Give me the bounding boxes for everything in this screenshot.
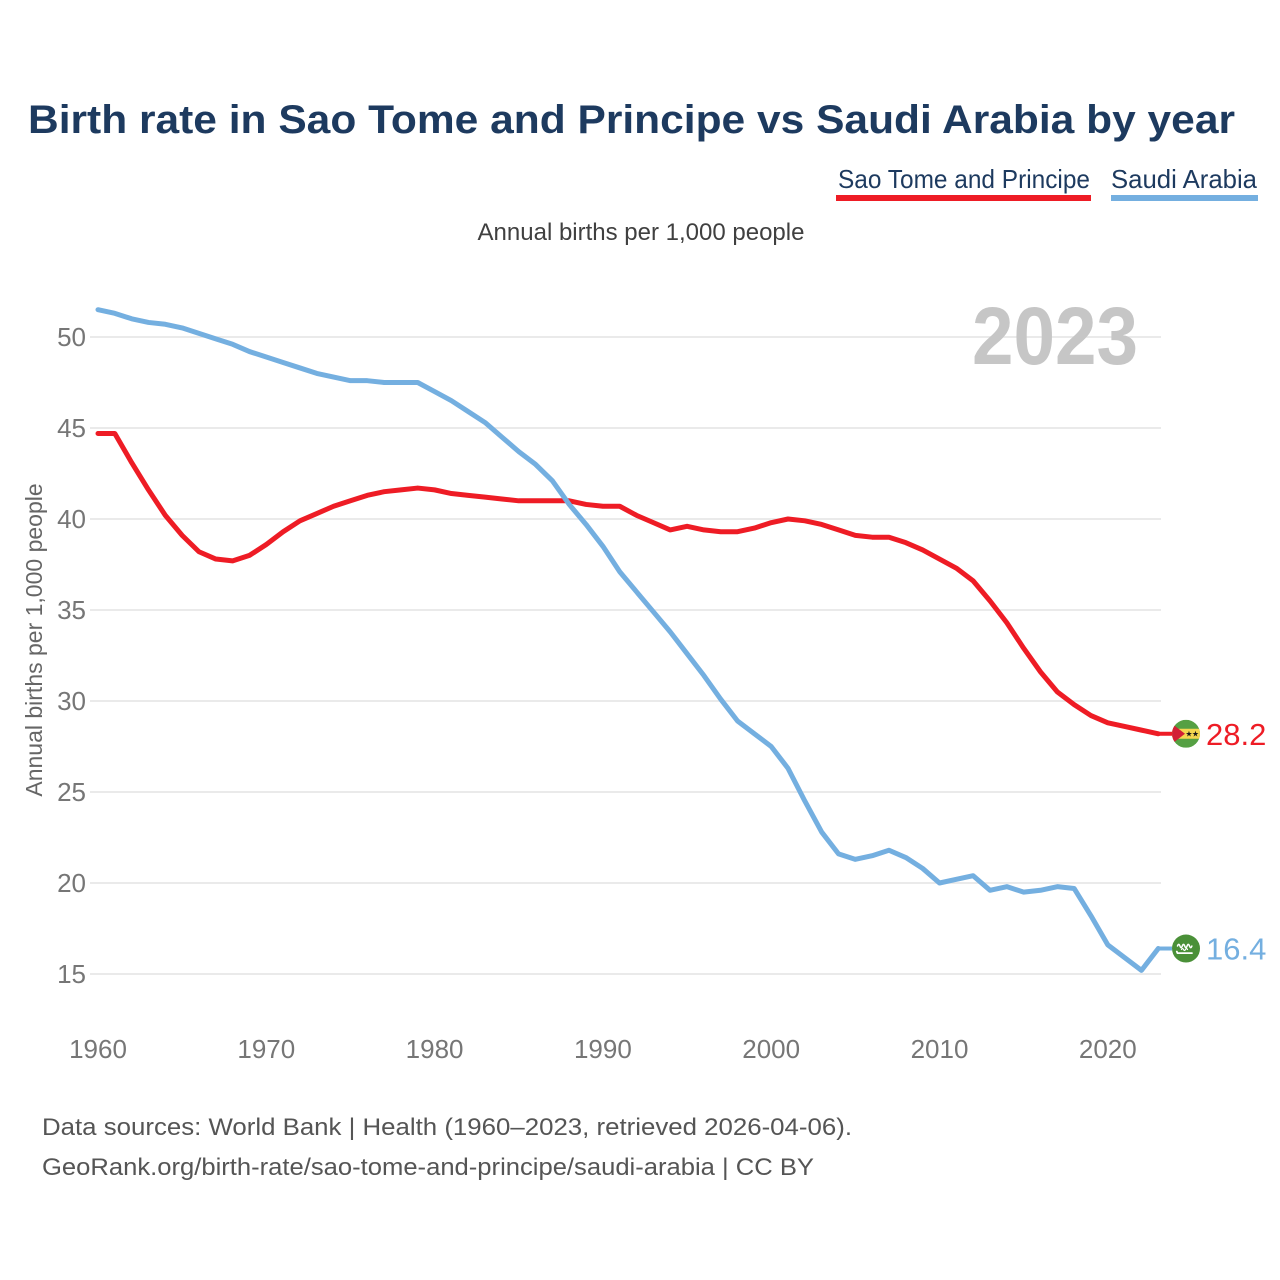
x-tick-label: 1980 (406, 1034, 464, 1064)
legend: Sao Tome and Principe Saudi Arabia (836, 164, 1258, 201)
x-tick-label: 1970 (237, 1034, 295, 1064)
x-tick-label: 1960 (69, 1034, 127, 1064)
stp-star: ★ (1192, 730, 1199, 739)
sao-tome-and-principe-flag-icon: ★ ★ (1172, 719, 1200, 748)
legend-underline-saudi-arabia (1111, 195, 1258, 201)
series-line-sao-tome-and-principe[interactable] (95, 430, 1161, 737)
chart-subtitle: Annual births per 1,000 people (478, 219, 805, 246)
x-tick-label: 2000 (742, 1034, 800, 1064)
legend-item-saudi-arabia[interactable]: Saudi Arabia (1111, 164, 1258, 194)
y-tick-label: 20 (57, 868, 86, 898)
x-axis-ticks: 1960 1970 1980 1990 2000 2010 2020 (69, 1034, 1137, 1064)
y-tick-label: 40 (57, 504, 86, 534)
y-axis-title: Annual births per 1,000 people (21, 483, 47, 796)
stp-star: ★ (1185, 730, 1192, 739)
year-watermark: 2023 (972, 291, 1138, 382)
x-tick-label: 1990 (574, 1034, 632, 1064)
y-tick-label: 35 (57, 595, 86, 625)
x-tick-label: 2010 (911, 1034, 969, 1064)
y-tick-label: 30 (57, 686, 86, 716)
series-line-saudi-arabia[interactable] (95, 307, 1161, 973)
legend-underline-sao-tome-and-principe (836, 195, 1091, 201)
gridlines (90, 336, 1161, 975)
footer-attribution: GeoRank.org/birth-rate/sao-tome-and-prin… (42, 1154, 814, 1181)
y-tick-label: 25 (57, 777, 86, 807)
footer-sources: Data sources: World Bank | Health (1960–… (42, 1114, 852, 1141)
page-title: Birth rate in Sao Tome and Principe vs S… (28, 98, 1235, 142)
y-tick-label: 50 (57, 322, 86, 352)
saudi-arabia-flag-icon (1172, 934, 1200, 963)
end-value-saudi-arabia: 16.4 (1206, 932, 1266, 967)
y-tick-label: 45 (57, 413, 86, 443)
end-value-sao-tome-and-principe: 28.2 (1206, 717, 1266, 752)
x-tick-label: 2020 (1079, 1034, 1137, 1064)
y-axis-ticks: 15 20 25 30 35 40 45 50 (57, 322, 86, 989)
legend-item-sao-tome-and-principe[interactable]: Sao Tome and Principe (838, 164, 1090, 194)
series-lines (95, 307, 1172, 973)
y-tick-label: 15 (57, 959, 86, 989)
